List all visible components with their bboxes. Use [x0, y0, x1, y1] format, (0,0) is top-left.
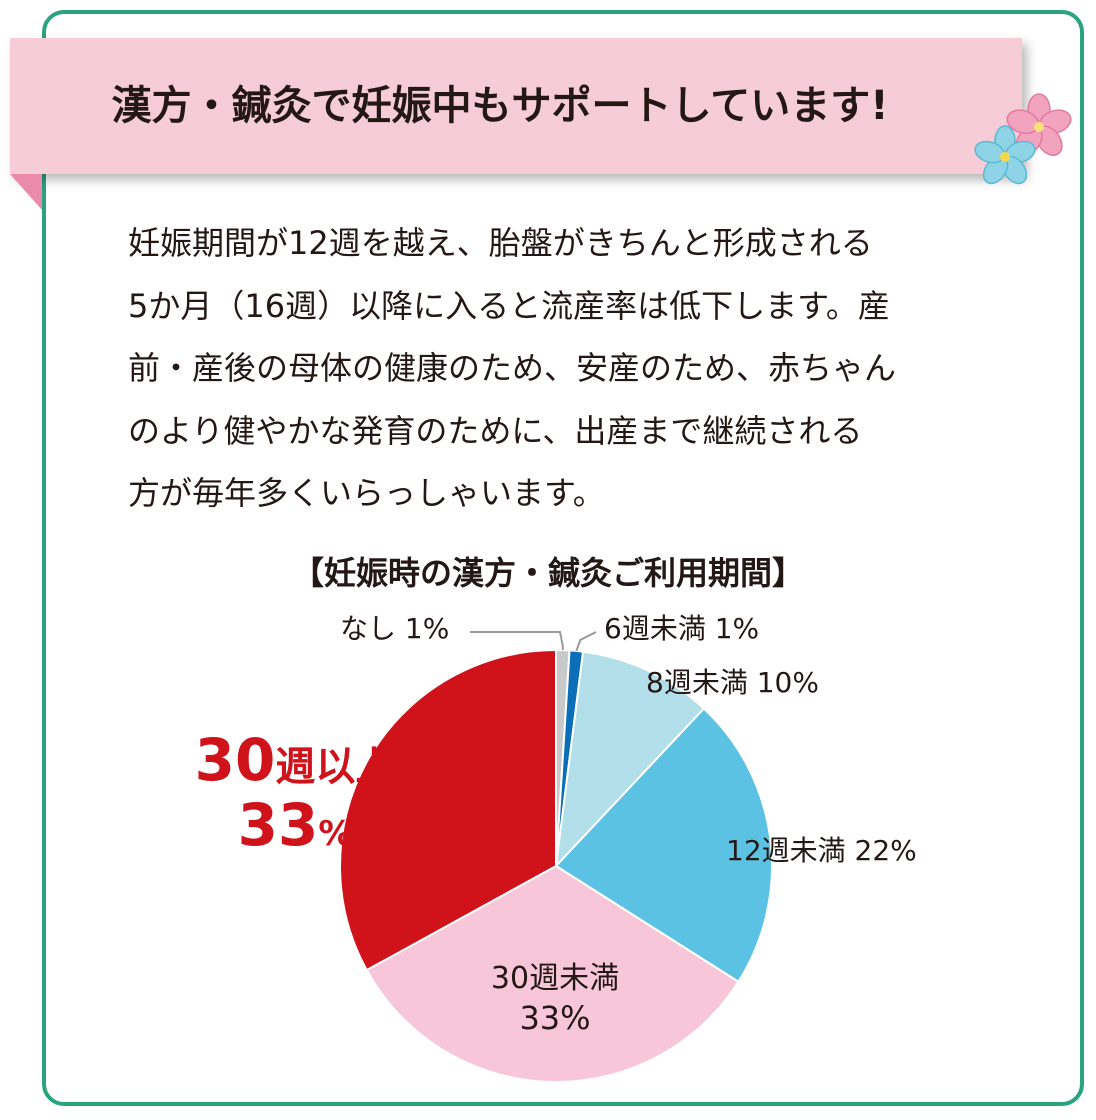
banner-fold [10, 174, 42, 210]
over30-name: 週以上 [275, 744, 396, 790]
intro-line: 5か月（16週）以降に入ると流産率は低下します。産 [128, 286, 890, 325]
slice-label-under12: 12週未満 22% [726, 834, 917, 867]
slice-label-over30-line2: 33% [170, 794, 420, 856]
banner-title: 漢方・鍼灸で妊娠中もサポートしています! [111, 83, 889, 129]
slice-label-under6: 6週未満 1% [604, 612, 760, 645]
intro-line: のより健やかな発育のために、出産まで継続される [128, 411, 863, 450]
intro-text: 妊娠期間が12週を越え、胎盤がきちんと形成される 5か月（16週）以降に入ると流… [128, 212, 1028, 525]
pie-slice-4 [554, 707, 773, 984]
chart-title: 【妊娠時の漢方・鍼灸ご利用期間】 [291, 554, 804, 592]
slice-label-under30-value: 33% [519, 999, 591, 1037]
intro-line: 方が毎年多くいらっしゃいます。 [128, 474, 605, 512]
slice-label-none: なし 1% [340, 612, 450, 645]
leader-line-under6 [575, 631, 597, 652]
slice-label-under8: 8週未満 10% [646, 666, 819, 699]
leader-line-none [470, 631, 564, 651]
slice-label-under30-name: 30週未満 [490, 961, 620, 996]
slice-label-under30: 30週未満 33% [470, 962, 640, 1036]
slice-label-over30-line1: 30週以上 [170, 730, 420, 791]
over30-number: 30 [194, 726, 276, 794]
sakura-pink-icon [1006, 93, 1072, 156]
flower-blue-icon [974, 125, 1036, 185]
pie-slice-3 [554, 650, 706, 869]
intro-line: 妊娠期間が12週を越え、胎盤がきちんと形成される [128, 224, 873, 262]
pie-slice-6 [339, 648, 557, 972]
intro-line: 前・産後の母体の健康のため、安産のため、赤ちゃん [128, 349, 897, 387]
over30-value: 33 [237, 790, 319, 859]
title-banner: 漢方・鍼灸で妊娠中もサポートしています! [10, 38, 1022, 174]
over30-unit: % [318, 813, 353, 854]
slice-label-over30: 30週以上 33% [170, 730, 420, 856]
